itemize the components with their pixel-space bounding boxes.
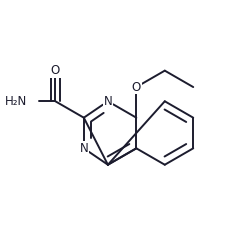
Text: O: O bbox=[132, 81, 141, 94]
Text: H₂N: H₂N bbox=[5, 95, 27, 108]
Text: N: N bbox=[79, 142, 88, 155]
Text: N: N bbox=[103, 95, 112, 108]
Text: O: O bbox=[51, 64, 60, 77]
